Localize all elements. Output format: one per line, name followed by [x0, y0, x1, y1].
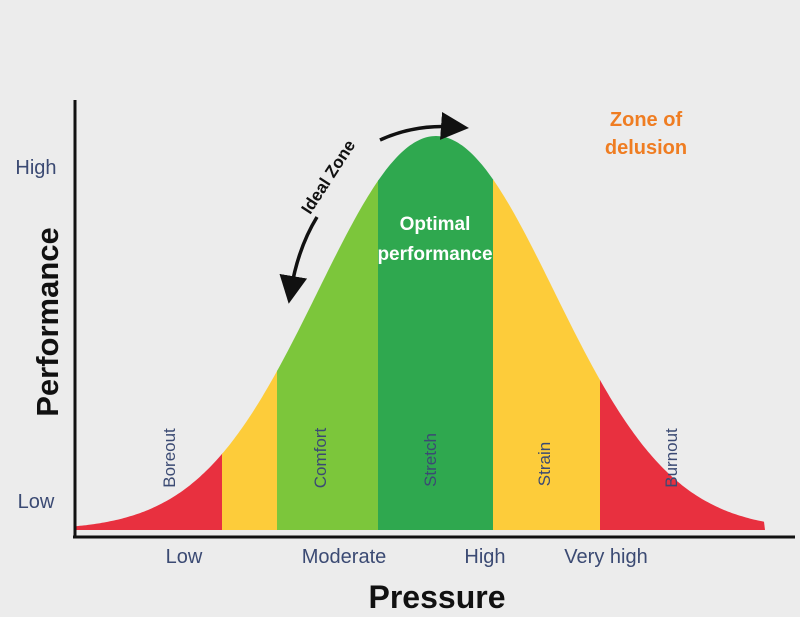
y-tick-low: Low	[18, 491, 55, 513]
delusion-label-line2: delusion	[605, 137, 687, 159]
zone-label-burnout: Burnout	[662, 428, 681, 488]
delusion-label-line1: Zone of	[610, 109, 683, 131]
zone-label-comfort: Comfort	[311, 428, 330, 489]
optimal-label-line2: performance	[377, 244, 492, 265]
x-tick-low: Low	[166, 546, 203, 568]
x-tick-moderate: Moderate	[302, 546, 387, 568]
zone-burnout-band	[600, 136, 765, 530]
x-tick-very-high: Very high	[564, 546, 647, 568]
zone-label-boreout: Boreout	[160, 428, 179, 488]
x-axis-title: Pressure	[369, 579, 506, 615]
y-tick-high: High	[15, 157, 56, 179]
optimal-label-line1: Optimal	[400, 214, 471, 235]
zone-label-stretch: Stretch	[421, 433, 440, 487]
ideal-zone-label: Ideal Zone	[298, 137, 360, 218]
y-axis-title: Performance	[30, 227, 65, 417]
zone-label-strain: Strain	[535, 442, 554, 486]
ideal-zone-arrow-right-icon	[379, 111, 469, 142]
x-tick-high: High	[464, 546, 505, 568]
zone-boreout-band	[76, 136, 223, 530]
zone-stretch-band	[378, 136, 494, 530]
zone-low-yellow-band	[222, 136, 278, 530]
ideal-zone-arrow-down-icon	[279, 216, 319, 304]
